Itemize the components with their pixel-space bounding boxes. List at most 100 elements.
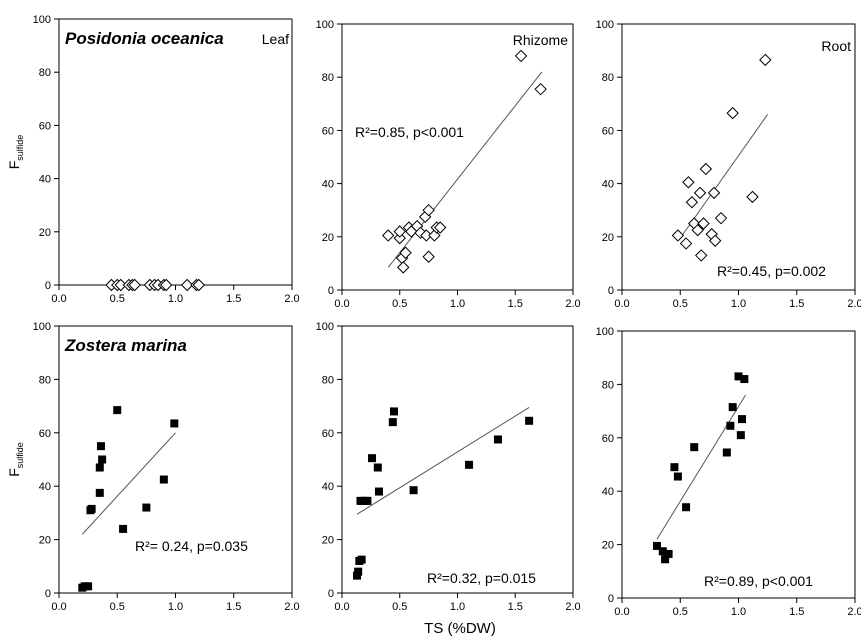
y-tick-label: 100 (33, 321, 51, 333)
x-tick-label: 1.5 (789, 606, 804, 618)
regression-stats: R²=0.85, p<0.001 (355, 124, 464, 140)
data-point (170, 419, 179, 428)
data-point (84, 582, 93, 591)
y-tick-label: 40 (602, 486, 614, 498)
data-point (679, 237, 693, 250)
x-tick-label: 1.0 (450, 298, 465, 310)
data-point (690, 443, 699, 452)
panel-zostera-leaf: 0 20 40 60 80 100 0.0 0.5 1.0 1.5 2.0 Fsulfide Zoste… (6, 321, 300, 613)
y-tick-label: 60 (602, 433, 614, 445)
regression-line (679, 114, 769, 239)
x-tick-label: 2.0 (565, 601, 580, 613)
data-point (726, 106, 739, 120)
y-tick-label: 20 (322, 535, 334, 547)
y-tick-label: 100 (596, 19, 614, 31)
x-tick-label: 1.0 (168, 293, 183, 305)
data-point (180, 278, 194, 292)
y-tick-label: 60 (602, 125, 614, 137)
y-tick-label: 80 (39, 67, 51, 79)
data-point (728, 403, 737, 412)
x-tick-label: 0.5 (392, 298, 407, 310)
panel-zostera-root: 0 20 40 60 80 100 0.0 0.5 1.0 1.5 2.0 R²=0.89, p<0.… (596, 326, 861, 618)
organ-label: Root (821, 38, 851, 54)
plot-frame (621, 23, 856, 291)
regression-line (387, 71, 543, 268)
y-axis-label: Fsulfide (6, 135, 25, 170)
plot-frame (341, 23, 574, 291)
data-point (685, 196, 699, 209)
y-tick-label: 80 (602, 379, 614, 391)
x-tick-label: 1.5 (789, 298, 804, 310)
y-tick-label: 100 (316, 19, 334, 31)
data-point (658, 547, 667, 556)
data-point (142, 503, 151, 512)
regression-line (356, 407, 530, 515)
data-point (740, 375, 749, 384)
x-tick-label: 1.0 (731, 606, 746, 618)
x-tick-label: 1.0 (168, 601, 183, 613)
data-point (354, 567, 363, 576)
x-tick-label: 2.0 (284, 293, 299, 305)
data-point (388, 418, 397, 427)
data-point (697, 217, 710, 230)
data-point (708, 234, 722, 247)
panel-posidonia-rhizome: 0 20 40 60 80 100 0.0 0.5 1.0 1.5 2.0 Rhizome R²=0.8… (316, 19, 581, 310)
species-title: Posidonia oceanica (65, 29, 224, 48)
data-point (192, 278, 206, 292)
data-point (368, 454, 377, 463)
data-point (682, 503, 691, 512)
data-point (736, 431, 745, 440)
regression-stats: R²= 0.24, p=0.035 (135, 538, 248, 554)
x-tick-label: 0.5 (392, 601, 407, 613)
data-point (114, 278, 127, 292)
y-tick-label: 0 (608, 285, 614, 297)
panel-zostera-rhizome: 0 20 40 60 80 100 0.0 0.5 1.0 1.5 2.0 R²=0.32, p=0.… (316, 321, 581, 613)
data-point (734, 372, 743, 381)
x-tick-label: 2.0 (284, 601, 299, 613)
x-tick-label: 1.0 (731, 298, 746, 310)
y-tick-label: 20 (602, 232, 614, 244)
y-tick-label: 20 (39, 535, 51, 547)
y-tick-label: 80 (39, 374, 51, 386)
x-tick-label: 0.0 (51, 293, 66, 305)
data-point (661, 555, 670, 564)
y-tick-label: 60 (322, 125, 334, 137)
y-tick-label: 40 (322, 179, 334, 191)
x-tick-label: 1.0 (450, 601, 465, 613)
y-axis-label: Fsulfide (6, 442, 25, 477)
data-point (409, 486, 418, 495)
data-point (373, 463, 382, 472)
data-point (726, 421, 735, 430)
y-tick-label: 0 (608, 593, 614, 605)
data-point (699, 162, 713, 176)
y-tick-label: 80 (322, 72, 334, 84)
species-title: Zostera marina (64, 336, 187, 355)
data-point (381, 229, 395, 242)
x-tick-label: 1.5 (226, 601, 241, 613)
data-point (707, 186, 721, 200)
data-point (95, 488, 104, 497)
data-point (357, 555, 366, 564)
y-tick-label: 40 (602, 179, 614, 191)
data-point (722, 448, 731, 457)
y-tick-label: 100 (596, 326, 614, 338)
y-tick-label: 0 (328, 588, 334, 600)
data-point (673, 472, 682, 481)
x-tick-label: 0.0 (51, 601, 66, 613)
data-point (95, 463, 104, 472)
data-point (374, 487, 383, 496)
x-tick-label: 0.5 (110, 601, 125, 613)
y-tick-label: 40 (322, 481, 334, 493)
y-tick-label: 40 (39, 174, 51, 186)
regression-line (81, 432, 176, 535)
data-point (534, 82, 547, 96)
data-point (465, 460, 474, 469)
y-tick-label: 80 (322, 374, 334, 386)
data-point (746, 190, 759, 204)
y-tick-label: 60 (322, 428, 334, 440)
x-tick-label: 1.5 (508, 601, 523, 613)
data-point (389, 407, 398, 416)
data-point (128, 278, 141, 292)
y-tick-label: 60 (39, 428, 51, 440)
x-tick-label: 0.5 (110, 293, 125, 305)
